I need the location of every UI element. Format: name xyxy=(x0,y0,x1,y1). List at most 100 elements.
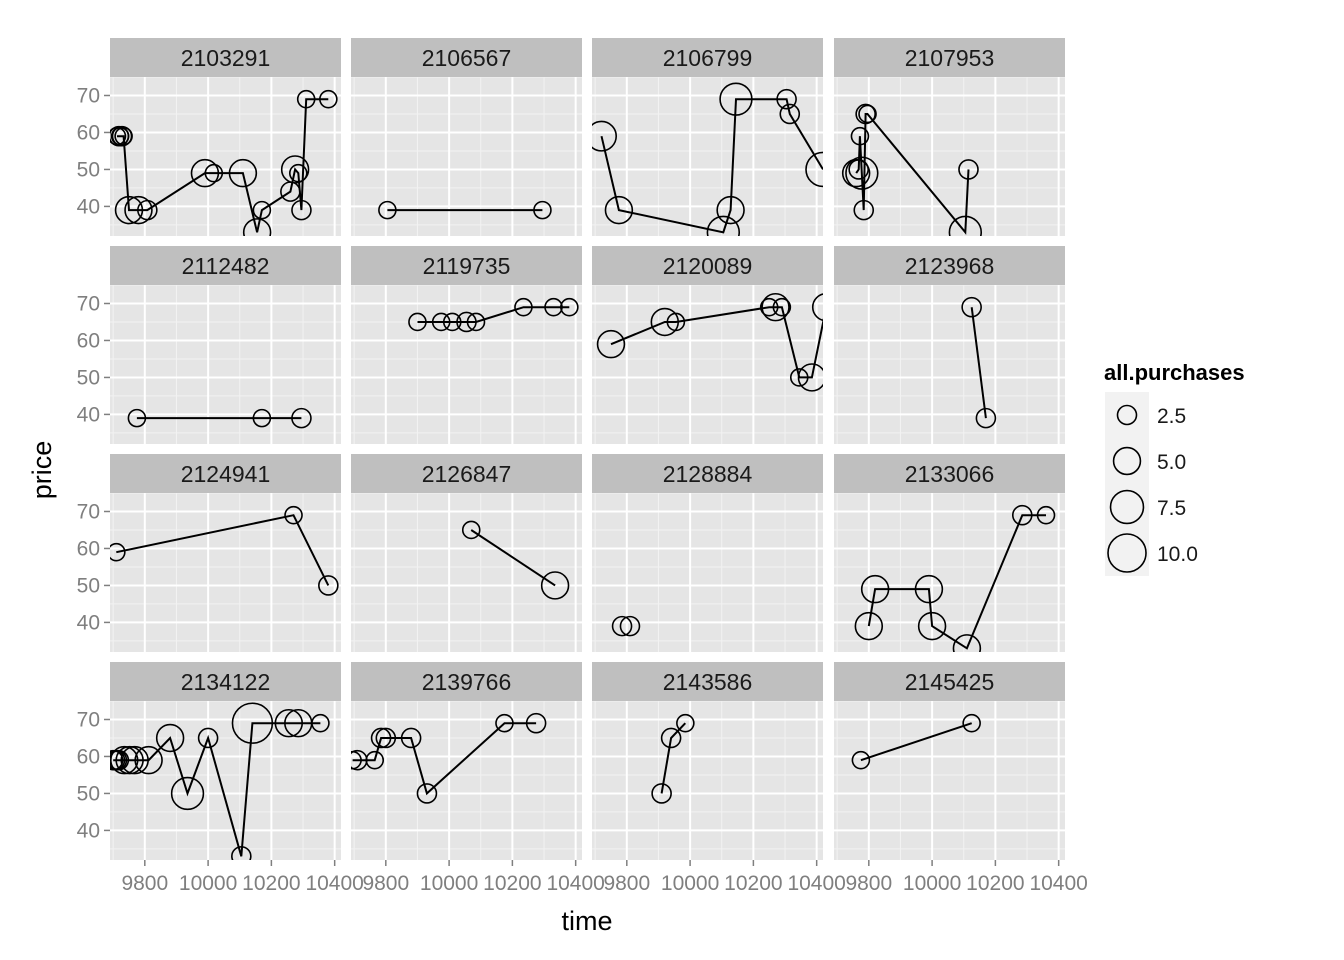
data-point xyxy=(948,215,983,236)
facet-strip-label: 2106799 xyxy=(663,45,753,71)
data-point xyxy=(917,611,947,641)
series-line xyxy=(470,529,556,587)
facet-strip-label: 2106567 xyxy=(422,45,512,71)
facet-strip-label: 2134122 xyxy=(181,669,271,695)
series-marks xyxy=(461,520,570,600)
series-line xyxy=(113,722,321,857)
gridlines xyxy=(592,285,823,444)
panel-background xyxy=(351,285,582,444)
data-point xyxy=(365,750,385,770)
facet-strip xyxy=(351,662,582,701)
facet-strip-label: 2143586 xyxy=(663,669,753,695)
data-point xyxy=(252,408,272,428)
data-point xyxy=(461,520,481,540)
facet-panels: 2103291 2106567 2106799 2107953 2112482 21197… xyxy=(110,38,1065,860)
gridlines xyxy=(110,285,341,444)
data-point xyxy=(855,103,876,125)
x-tick-label: 10400 xyxy=(546,872,604,895)
panel-background xyxy=(351,493,582,652)
data-point xyxy=(431,312,451,332)
facet-strip-label: 2107953 xyxy=(905,45,995,71)
data-point xyxy=(772,297,792,317)
data-point xyxy=(811,293,823,322)
data-point xyxy=(416,783,438,804)
data-point xyxy=(525,712,547,734)
facet-strip xyxy=(110,38,341,77)
facet-strip xyxy=(834,38,1065,77)
x-tick-label: 10000 xyxy=(903,872,961,895)
legend-key xyxy=(1105,392,1149,438)
facet-2106567: 2106567 xyxy=(351,38,582,236)
legend-title: all.purchases xyxy=(1104,360,1245,385)
series-marks xyxy=(110,505,339,596)
legend-key-circle xyxy=(1112,446,1142,476)
facet-strip xyxy=(592,246,823,285)
data-point xyxy=(533,200,552,220)
legend-entry: 10.0 xyxy=(1105,530,1198,576)
series-line xyxy=(970,307,987,419)
facet-strip-label: 2139766 xyxy=(422,669,512,695)
data-point xyxy=(190,158,220,188)
panel-background xyxy=(351,701,582,860)
facet-strip-label: 2112482 xyxy=(182,253,270,279)
data-point xyxy=(958,159,979,180)
legend-entry: 5.0 xyxy=(1105,438,1186,484)
gridlines xyxy=(834,77,1065,236)
facet-strip-label: 2124941 xyxy=(181,461,271,487)
series-line xyxy=(600,98,823,234)
x-tick-label: 10000 xyxy=(661,872,719,895)
data-point xyxy=(961,296,982,318)
y-axis-title: price xyxy=(27,441,57,500)
series-marks xyxy=(110,89,338,236)
facet-2126847: 2126847 xyxy=(351,454,582,652)
data-point xyxy=(514,297,533,317)
facet-strip xyxy=(110,246,341,285)
facet-strip xyxy=(834,246,1065,285)
data-point xyxy=(853,199,875,221)
data-point xyxy=(858,104,877,124)
facet-2145425: 2145425 xyxy=(834,662,1065,860)
y-tick-label: 40 xyxy=(77,403,100,426)
series-line xyxy=(867,514,1046,650)
legend-key-circle xyxy=(1116,404,1138,426)
y-tick-label: 50 xyxy=(77,366,100,389)
data-point xyxy=(228,158,258,188)
data-point xyxy=(761,292,790,322)
y-tick-label: 50 xyxy=(77,574,100,597)
data-point xyxy=(716,195,745,225)
data-point xyxy=(296,89,316,109)
series-line xyxy=(352,722,537,796)
gridlines xyxy=(834,285,1065,444)
series-marks xyxy=(611,615,641,637)
panel-background xyxy=(834,285,1065,444)
facet-2133066: 2133066 xyxy=(834,454,1065,652)
data-point xyxy=(291,407,312,429)
y-tick-label: 70 xyxy=(77,708,100,731)
gridlines xyxy=(834,493,1065,652)
series-marks xyxy=(351,712,547,804)
axes: 40 50 60 70 40 50 60 70 40 50 60 70 40 50 60 70 9800 1000… xyxy=(77,84,1088,895)
series-marks xyxy=(110,702,330,860)
series-marks xyxy=(378,200,552,220)
gridlines xyxy=(592,701,823,860)
facet-2134122: 2134122 xyxy=(110,662,341,860)
gridlines xyxy=(592,493,823,652)
y-tick-label: 40 xyxy=(77,195,100,218)
facet-2124941: 2124941 xyxy=(110,454,341,652)
data-point xyxy=(110,749,130,771)
gridlines xyxy=(110,701,341,860)
facet-strip xyxy=(834,662,1065,701)
panel-background xyxy=(592,77,823,236)
facet-strip-label: 2119735 xyxy=(423,253,511,279)
data-point xyxy=(779,103,801,125)
data-point xyxy=(280,155,310,184)
series-marks xyxy=(961,296,997,429)
facet-strip-label: 2126847 xyxy=(422,461,512,487)
data-point xyxy=(495,713,514,733)
data-point xyxy=(914,574,944,604)
gridlines xyxy=(351,285,582,444)
data-point xyxy=(1036,505,1056,525)
data-point xyxy=(319,89,338,109)
data-point xyxy=(860,574,890,604)
gridlines xyxy=(110,77,341,236)
